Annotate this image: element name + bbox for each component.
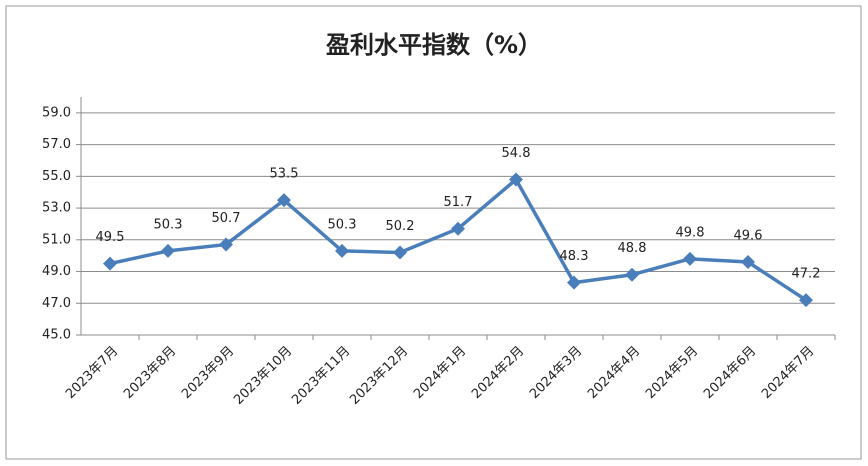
marker — [103, 256, 117, 271]
data-label: 48.8 — [618, 241, 647, 256]
y-tick-label: 49.0 — [42, 264, 71, 279]
marker — [683, 251, 697, 266]
data-label: 49.8 — [676, 225, 705, 240]
marker — [161, 243, 175, 258]
data-label: 47.2 — [792, 267, 821, 282]
data-label: 48.3 — [560, 249, 589, 264]
data-label: 50.3 — [328, 217, 357, 232]
y-tick-label: 47.0 — [42, 296, 71, 311]
y-tick-label: 59.0 — [42, 105, 71, 120]
data-label: 54.8 — [502, 146, 531, 161]
marker — [277, 193, 291, 208]
y-tick-label: 45.0 — [42, 328, 71, 343]
marker — [393, 245, 407, 260]
marker — [509, 172, 523, 187]
data-label: 50.3 — [154, 217, 183, 232]
y-tick-label: 51.0 — [42, 232, 71, 247]
marker — [335, 243, 349, 258]
data-label: 49.6 — [734, 229, 763, 244]
data-label: 50.2 — [386, 219, 415, 234]
chart-border — [5, 5, 862, 460]
marker — [219, 237, 233, 252]
data-label: 53.5 — [270, 167, 299, 182]
marker — [567, 275, 581, 290]
y-tick-label: 53.0 — [42, 201, 71, 216]
marker — [625, 267, 639, 282]
chart-title: 盈利水平指数（%） — [325, 31, 542, 59]
marker — [451, 221, 465, 236]
marker — [741, 255, 755, 270]
data-label: 49.5 — [96, 230, 125, 245]
data-label: 51.7 — [444, 195, 473, 210]
marker — [799, 293, 813, 308]
y-tick-label: 57.0 — [42, 137, 71, 152]
data-label: 50.7 — [212, 211, 241, 226]
y-tick-label: 55.0 — [42, 169, 71, 184]
